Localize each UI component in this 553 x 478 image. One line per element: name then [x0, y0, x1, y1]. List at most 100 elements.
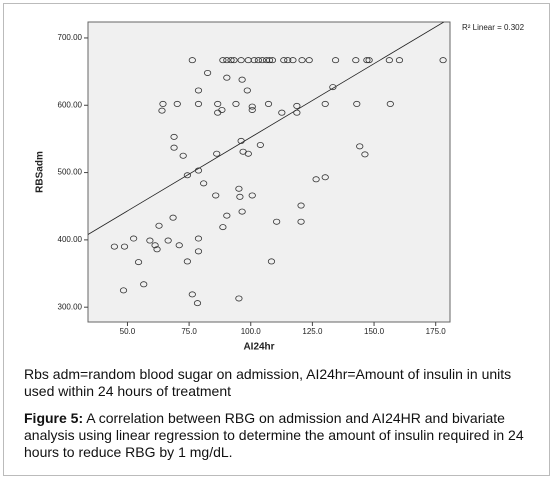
point: [297, 202, 305, 209]
point: [119, 287, 128, 294]
point: [235, 185, 243, 192]
point: [188, 57, 196, 64]
point: [386, 100, 394, 107]
plot-area: [87, 21, 451, 323]
point: [321, 100, 329, 107]
point: [280, 57, 288, 64]
point: [213, 150, 221, 157]
point: [331, 57, 340, 64]
point: [278, 109, 286, 116]
point: [175, 242, 183, 249]
point: [258, 57, 266, 64]
point: [293, 109, 301, 116]
point: [179, 152, 187, 159]
point: [130, 235, 138, 242]
point: [194, 248, 203, 255]
point: [193, 300, 202, 307]
point: [356, 143, 364, 150]
y-tick-label: 700.00: [58, 33, 83, 42]
point: [194, 100, 203, 107]
point: [214, 100, 222, 107]
point: [365, 57, 373, 64]
point: [151, 242, 159, 249]
x-tick-label: 150.0: [364, 327, 385, 336]
point: [273, 218, 281, 225]
x-axis-label: AI24hr: [243, 342, 274, 353]
point: [298, 57, 306, 64]
point: [329, 84, 337, 91]
point: [238, 208, 246, 215]
point: [353, 100, 361, 107]
point: [218, 106, 226, 113]
point: [248, 106, 256, 113]
point: [219, 57, 227, 64]
point: [237, 137, 245, 144]
point: [223, 57, 231, 64]
point: [267, 258, 276, 265]
point: [312, 176, 320, 183]
point: [439, 57, 447, 64]
fit-line: [88, 22, 445, 235]
point: [223, 74, 231, 81]
x-tick-label: 175.0: [426, 327, 447, 336]
point: [284, 57, 292, 64]
point: [159, 100, 167, 107]
y-tick-label: 400.00: [58, 235, 83, 244]
point: [200, 180, 208, 187]
point: [140, 281, 148, 288]
point: [194, 167, 203, 174]
point: [155, 222, 163, 229]
point: [254, 57, 262, 64]
point: [265, 57, 274, 64]
point: [169, 214, 177, 221]
point: [173, 100, 181, 107]
annotation: R² Linear = 0.302: [462, 23, 525, 32]
point: [203, 69, 212, 76]
point: [194, 87, 203, 94]
point: [395, 57, 404, 64]
y-tick-label: 500.00: [58, 168, 83, 177]
point: [212, 192, 220, 199]
point: [237, 57, 245, 64]
point: [188, 291, 196, 298]
point: [361, 151, 369, 158]
point: [170, 144, 178, 151]
point: [250, 57, 258, 64]
point: [238, 76, 246, 83]
x-tick-label: 50.0: [120, 327, 136, 336]
point: [223, 212, 231, 219]
point: [235, 295, 243, 302]
point: [256, 141, 264, 148]
point: [219, 224, 227, 231]
point: [305, 57, 313, 64]
point: [264, 100, 273, 107]
caption-text: A correlation between RBG on admission a…: [24, 410, 524, 460]
y-tick-label: 600.00: [58, 100, 83, 109]
point: [244, 150, 252, 157]
point: [248, 192, 256, 199]
point: [321, 174, 329, 181]
point: [289, 57, 297, 64]
point: [134, 259, 143, 266]
point: [110, 243, 118, 250]
point: [194, 235, 203, 242]
point: [153, 246, 161, 253]
point: [158, 107, 166, 114]
point: [363, 57, 371, 64]
point: [183, 172, 191, 179]
point: [232, 100, 240, 107]
point: [385, 57, 393, 64]
y-axis-label: RBSadm: [35, 151, 46, 193]
caption-label: Figure 5:: [24, 410, 84, 426]
point: [244, 57, 252, 64]
point: [183, 258, 191, 265]
point: [230, 57, 238, 64]
y-tick-label: 300.00: [58, 302, 83, 311]
figure-caption: Figure 5: A correlation between RBG on a…: [24, 410, 539, 461]
chart: AI24hr RBSadm 300.00 400.00 500.00 600.00 70…: [35, 21, 525, 353]
point: [146, 237, 154, 244]
x-tick-label: 125.0: [302, 327, 323, 336]
point: [170, 133, 178, 140]
point: [243, 87, 251, 94]
